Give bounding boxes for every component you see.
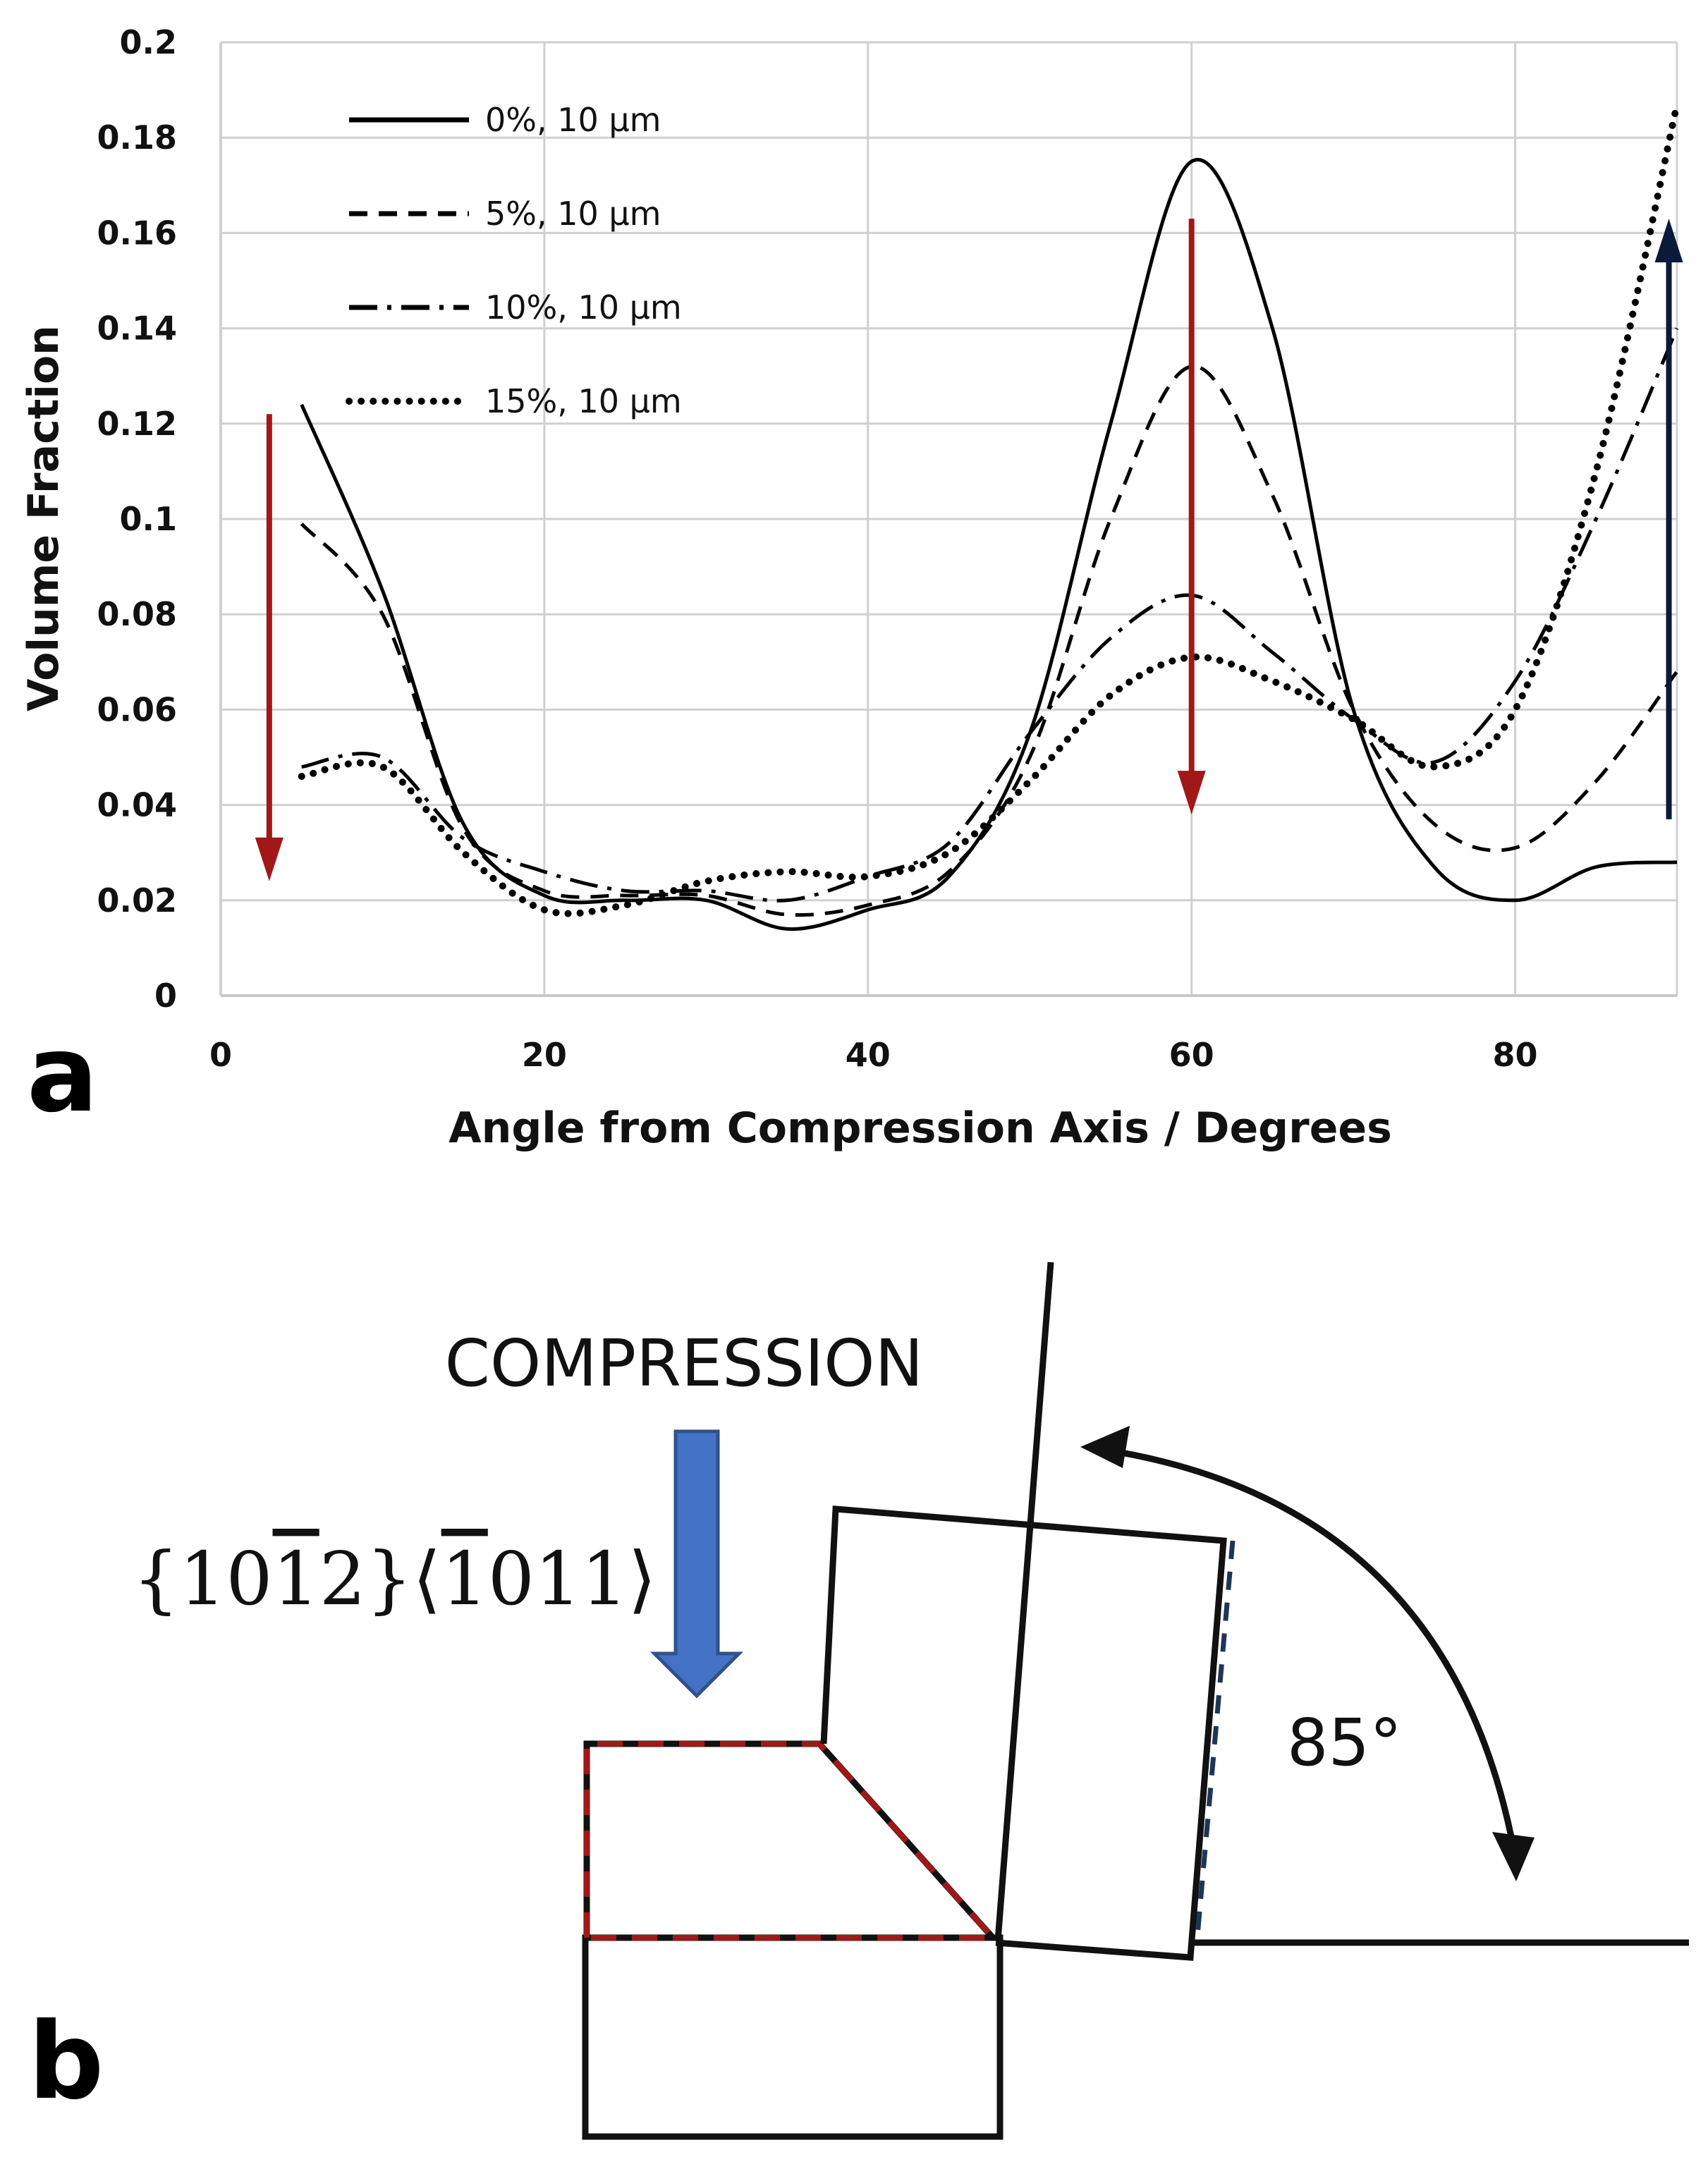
twinned-block (820, 1505, 1227, 1961)
chart-tick-labels: 0 0.02 0.04 0.06 0.08 0.1 0.12 0.14 0.16 0.18 0.2 0… (97, 23, 1538, 1074)
compression-label: COMPRESSION (445, 1326, 924, 1401)
angle-arc-arrowhead-top (1080, 1426, 1130, 1468)
y-tick-label: 0.06 (97, 690, 178, 728)
compression-arrow (649, 1429, 744, 1699)
parent-lower-block (582, 1934, 1004, 2140)
chart-legend: 0%, 10 µm 5%, 10 µm 10%, 10 µm 15%, 10 µm (346, 101, 682, 420)
x-tick-label: 20 (522, 1036, 567, 1074)
panel-label-b: b (28, 2000, 104, 2123)
y-tick-label: 0.04 (97, 786, 178, 824)
y-axis-title: Volume Fraction (19, 325, 68, 711)
angle-label: 85° (1287, 1705, 1402, 1780)
y-tick-label: 0.1 (120, 500, 178, 538)
legend-label: 0%, 10 µm (485, 101, 661, 139)
series-line-dashed (300, 365, 1679, 917)
chart-annotation-layer (255, 219, 1683, 881)
series-line-dashdot (301, 327, 1679, 903)
x-tick-label: 60 (1169, 1036, 1214, 1074)
trend-arrow-head (1177, 771, 1206, 815)
x-axis-title: Angle from Compression Axis / Degrees (449, 1104, 1392, 1153)
y-tick-label: 0.14 (97, 310, 178, 348)
parent-upper-block (583, 1740, 996, 1941)
y-tick-label: 0.02 (97, 881, 178, 919)
series-line-solid (300, 158, 1678, 931)
twinning-schematic: COMPRESSION {1012}⟨1011⟩ 85° (133, 1261, 1689, 2140)
legend-label: 15%, 10 µm (485, 382, 682, 420)
twin-axis-line (994, 1261, 1054, 1941)
volume-fraction-chart: 0 0.02 0.04 0.06 0.08 0.1 0.12 0.14 0.16 0.18 0.2 0… (19, 23, 1683, 1153)
angle-arc (1099, 1446, 1518, 1855)
x-tick-label: 40 (846, 1036, 891, 1074)
series-line-dotted (298, 100, 1680, 917)
trend-arrow-head (255, 837, 283, 881)
twinned-block-dashed-edge (1195, 1540, 1236, 1936)
y-tick-label: 0.2 (120, 23, 178, 61)
chart-series-layer (298, 100, 1680, 931)
angle-arc-arrowhead-bottom (1492, 1832, 1535, 1881)
y-tick-label: 0.16 (97, 214, 178, 252)
chart-axes (219, 42, 1677, 997)
x-tick-label: 0 (209, 1036, 232, 1074)
panel-label-a: a (27, 1013, 98, 1136)
chart-gridlines (221, 41, 1678, 996)
y-tick-label: 0.12 (97, 405, 178, 443)
twin-system-label: {1012}⟨1011⟩ (133, 1536, 657, 1622)
y-tick-label: 0.08 (97, 595, 178, 633)
trend-arrow-head (1654, 219, 1683, 263)
parent-dashed-outline (584, 1741, 999, 1941)
y-tick-label: 0 (154, 977, 177, 1015)
x-tick-label: 80 (1493, 1036, 1538, 1074)
legend-label: 5%, 10 µm (485, 195, 661, 233)
legend-label: 10%, 10 µm (485, 288, 682, 326)
y-tick-label: 0.18 (97, 118, 178, 157)
